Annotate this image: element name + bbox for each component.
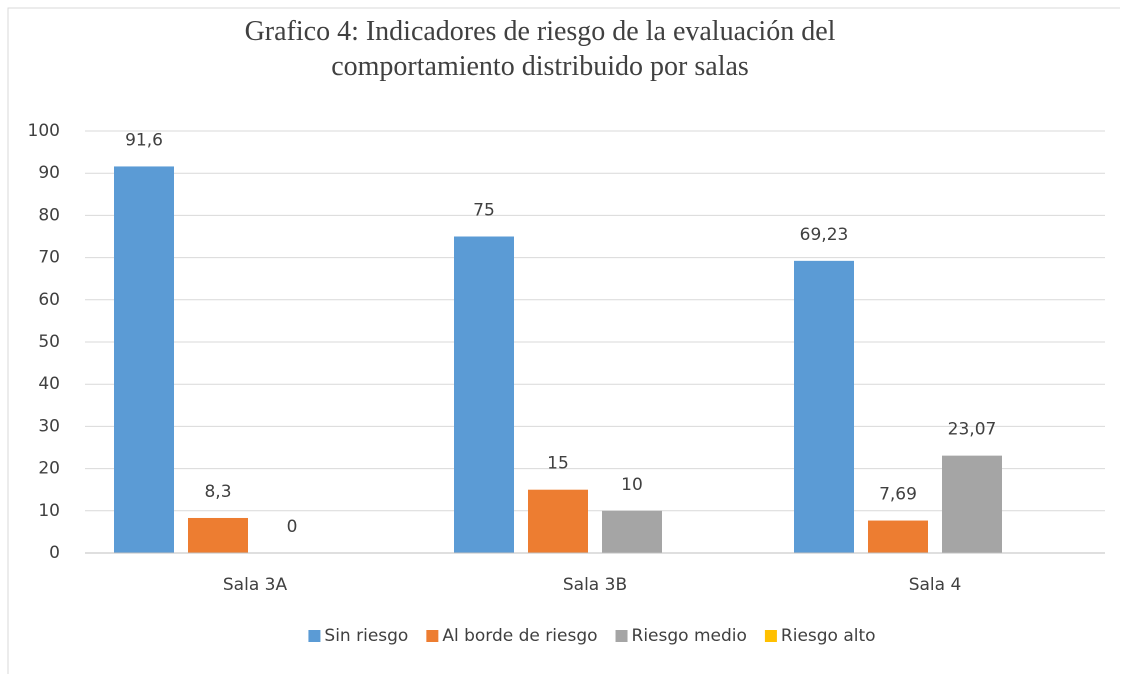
data-label: 69,23 [800, 225, 849, 245]
y-tick-label: 80 [38, 205, 60, 225]
bar [454, 236, 514, 553]
y-tick-label: 30 [38, 416, 60, 436]
y-tick-label: 60 [38, 290, 60, 310]
legend-swatch [764, 630, 777, 642]
y-tick-label: 50 [38, 332, 60, 352]
x-tick-label: Sala 3B [563, 575, 627, 595]
data-label: 10 [621, 475, 643, 495]
data-label: 75 [473, 201, 495, 221]
x-tick-label: Sala 3A [223, 575, 288, 595]
y-tick-label: 20 [38, 459, 60, 479]
legend-swatch [308, 630, 321, 642]
legend-label: Riesgo alto [781, 626, 876, 646]
legend-swatch [615, 630, 628, 642]
bar [188, 517, 248, 553]
bar [868, 520, 928, 553]
chart-title: Grafico 4: Indicadores de riesgo de la e… [244, 16, 836, 82]
data-label: 23,07 [948, 420, 997, 440]
bar [114, 166, 174, 553]
data-label: 0 [287, 517, 298, 537]
x-tick-label: Sala 4 [909, 575, 962, 595]
data-label: 8,3 [204, 482, 231, 502]
bar [602, 510, 662, 553]
y-tick-label: 70 [38, 248, 60, 268]
data-label: 91,6 [125, 130, 163, 150]
legend-swatch [426, 630, 439, 642]
legend-label: Sin riesgo [324, 626, 408, 646]
y-tick-label: 90 [38, 163, 60, 183]
legend-label: Al borde de riesgo [442, 626, 597, 646]
legend-label: Riesgo medio [632, 626, 747, 646]
bar [942, 455, 1002, 553]
y-tick-label: 0 [49, 543, 60, 563]
data-label: 15 [547, 454, 569, 474]
bar [794, 260, 854, 553]
y-tick-label: 40 [38, 374, 60, 394]
y-tick-label: 100 [28, 121, 60, 141]
y-tick-label: 10 [38, 501, 60, 521]
data-label: 7,69 [879, 485, 917, 505]
chart-frame [7, 7, 1120, 674]
bar [528, 489, 588, 553]
